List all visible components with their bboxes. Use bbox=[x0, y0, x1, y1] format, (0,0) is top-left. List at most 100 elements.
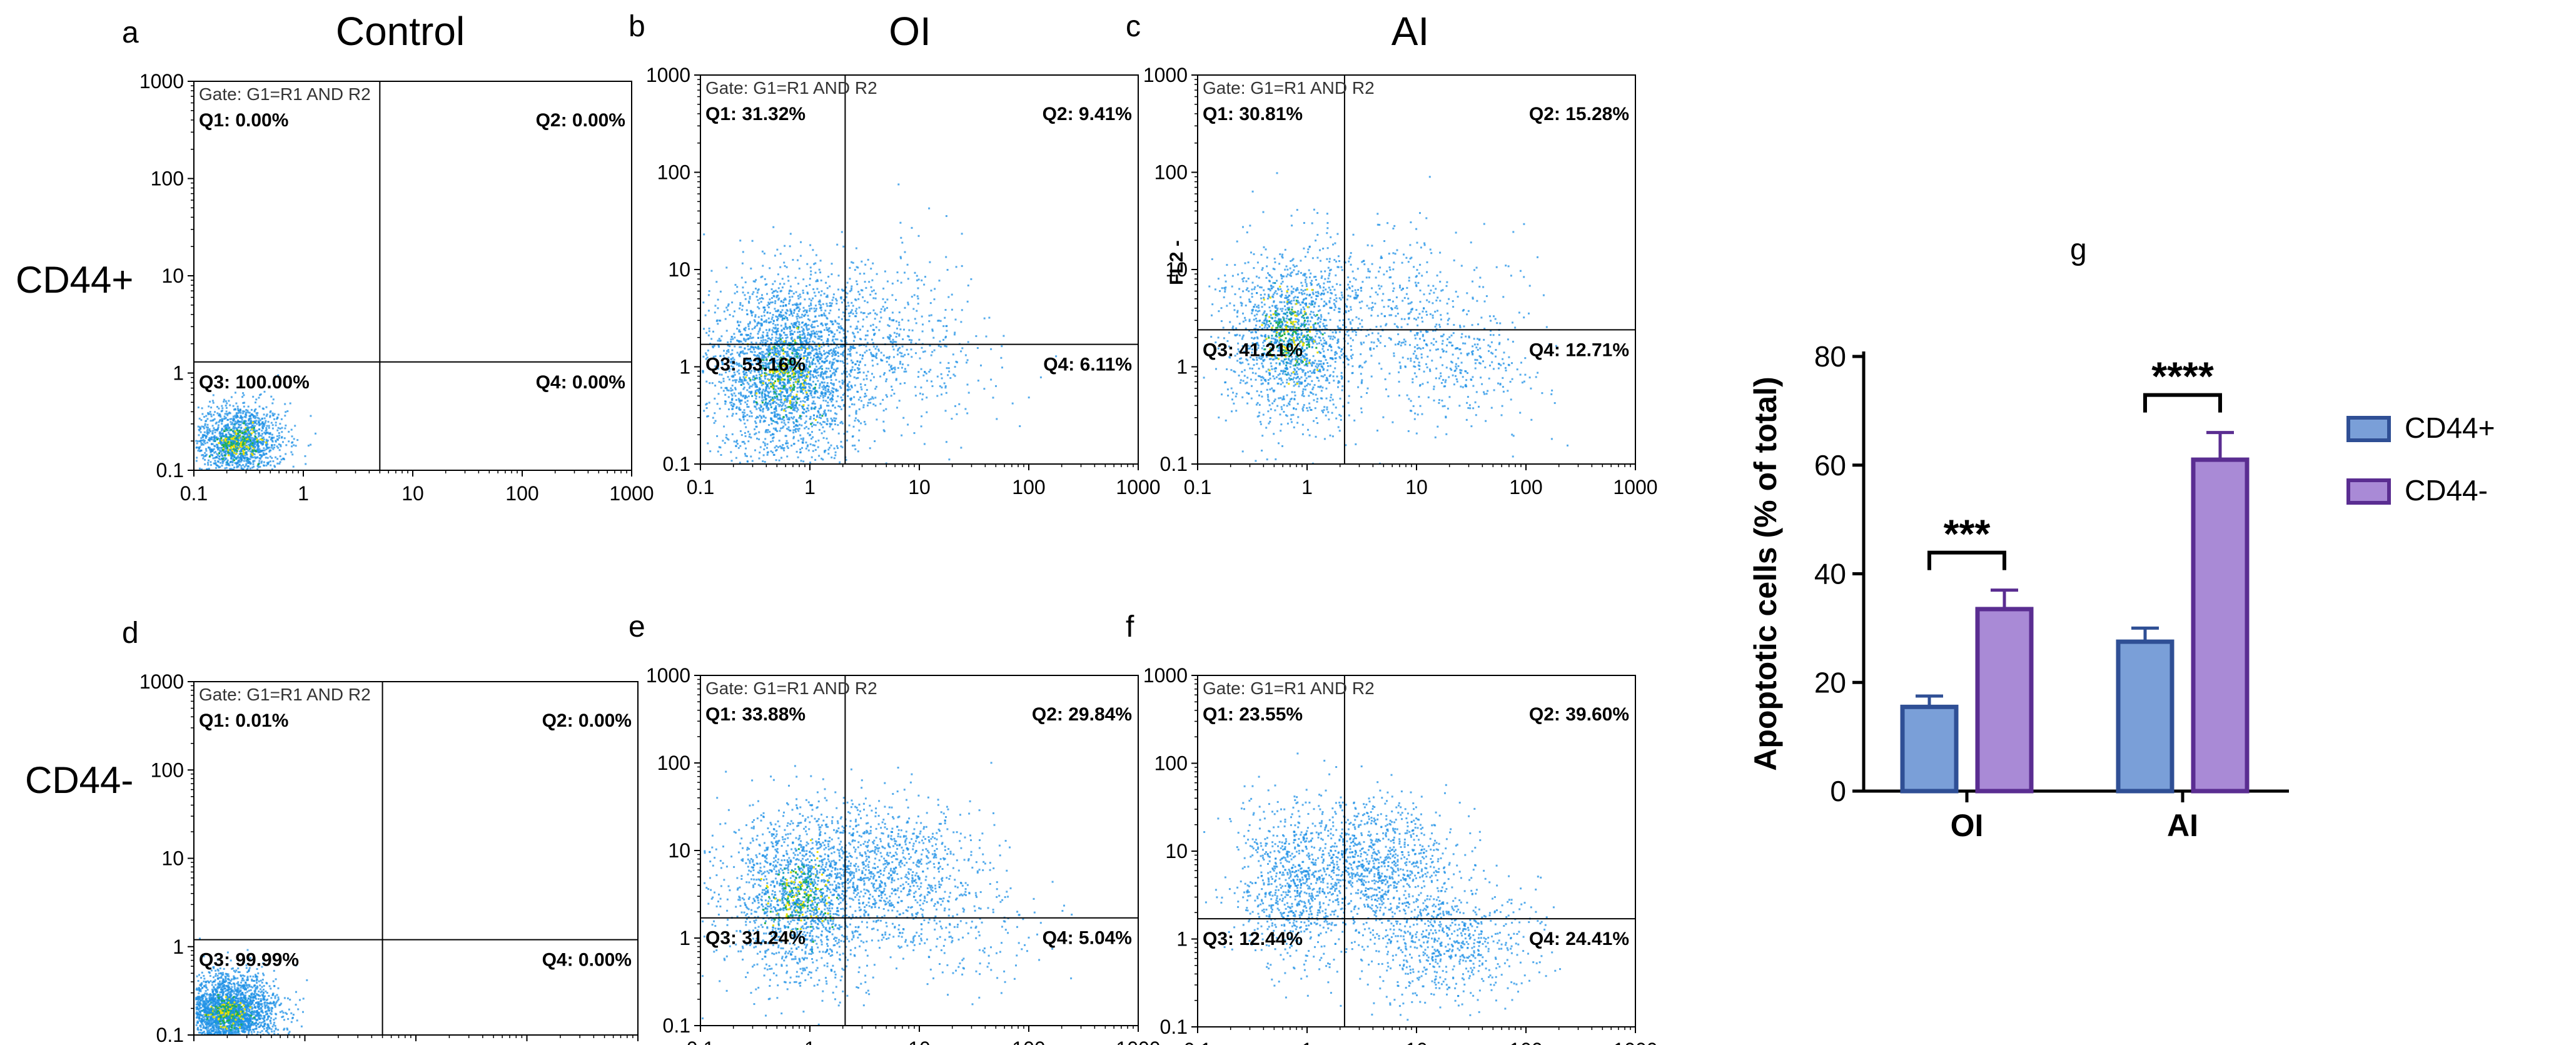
x-tick-label: 1 bbox=[804, 1037, 816, 1045]
x-tick-label: 0.1 bbox=[687, 1037, 714, 1045]
y-tick-label: 10 bbox=[1165, 840, 1188, 862]
panel-letter-f: f bbox=[1126, 610, 1134, 644]
quadrant-label-q2: Q2: 39.60% bbox=[1529, 704, 1629, 725]
bar-ai-cd44pos[interactable] bbox=[2116, 639, 2174, 794]
y-tick-label: 0.1 bbox=[1160, 453, 1188, 475]
quadrant-label-q1: Q1: 23.55% bbox=[1203, 704, 1303, 725]
col-title-oi: OI bbox=[889, 9, 931, 54]
plot-frame bbox=[1197, 675, 1636, 1027]
scatter-dots bbox=[702, 762, 1073, 1026]
quadrant-label-q2: Q2: 15.28% bbox=[1529, 104, 1629, 124]
quadrant-label-q3: Q3: 53.16% bbox=[705, 355, 806, 375]
y-tick-label: 1000 bbox=[139, 70, 184, 93]
bar-y-tick-label: 40 bbox=[1814, 558, 1846, 590]
y-tick-label: 1 bbox=[173, 362, 184, 385]
quadrant-label-q2: Q2: 29.84% bbox=[1032, 704, 1132, 725]
panel-letter-c: c bbox=[1126, 10, 1141, 43]
bar-ai-cd44neg[interactable] bbox=[2191, 457, 2250, 794]
x-tick-label: 0.1 bbox=[180, 482, 208, 505]
bar-category-label: OI bbox=[1951, 808, 1984, 843]
legend-swatch-cd44pos[interactable] bbox=[2346, 416, 2391, 442]
y-tick-label: 10 bbox=[161, 847, 184, 870]
quadrant-label-q3: Q3: 100.00% bbox=[199, 372, 310, 393]
quadrant-label-q2: Q2: 9.41% bbox=[1043, 104, 1132, 124]
y-tick-label: 10 bbox=[668, 839, 690, 862]
x-tick-label: 1 bbox=[804, 476, 816, 498]
gate-label: Gate: G1=R1 AND R2 bbox=[705, 679, 877, 698]
y-tick-label: 0.1 bbox=[156, 1024, 184, 1045]
row-label-cd44-positive: CD44+ bbox=[16, 259, 133, 301]
panel-letter-b: b bbox=[629, 10, 645, 43]
flow-panel-b: b Gate: G1=R1 AND R2 Q1: 31.32% Q2: 9.41% Q3… bbox=[629, 10, 1161, 498]
x-tick-label: 10 bbox=[908, 476, 931, 498]
x-tick-label: 1 bbox=[298, 482, 309, 505]
row-label-cd44-negative: CD44- bbox=[25, 759, 133, 801]
y-axis-label: FL2 - bbox=[1166, 240, 1187, 285]
scatter-dots bbox=[195, 937, 308, 1036]
x-tick-label: 100 bbox=[505, 482, 538, 505]
y-tick-label: 100 bbox=[151, 168, 184, 190]
quadrant-label-q1: Q1: 30.81% bbox=[1203, 104, 1303, 124]
x-tick-label: 1 bbox=[1301, 1039, 1313, 1045]
flow-panel-f: f Gate: G1=R1 AND R2 Q1: 23.55% Q2: 39.60% Q… bbox=[1126, 610, 1658, 1045]
scatter-dots bbox=[702, 183, 1058, 465]
y-tick-label: 10 bbox=[1165, 258, 1188, 281]
significance-bracket bbox=[2143, 393, 2222, 413]
y-tick-label: 10 bbox=[161, 265, 184, 287]
y-tick-label: 0.1 bbox=[663, 453, 690, 475]
bar-y-tick-label: 20 bbox=[1814, 666, 1846, 699]
plot-frame bbox=[193, 81, 632, 471]
legend-label: CD44+ bbox=[2405, 411, 2495, 444]
x-tick-label: 100 bbox=[1012, 476, 1045, 498]
quadrant-label-q2: Q2: 0.00% bbox=[542, 710, 632, 731]
quadrant-label-q2: Q2: 0.00% bbox=[536, 110, 625, 131]
col-title-ai: AI bbox=[1392, 9, 1429, 54]
y-tick-label: 0.1 bbox=[156, 459, 184, 482]
quadrant-label-q3: Q3: 41.21% bbox=[1203, 340, 1303, 360]
x-tick-label: 10 bbox=[908, 1037, 931, 1045]
y-tick-label: 1 bbox=[1176, 928, 1188, 951]
quadrant-label-q4: Q4: 0.00% bbox=[542, 950, 632, 971]
x-tick-label: 1000 bbox=[1613, 476, 1657, 498]
bar-y-tick-label: 60 bbox=[1814, 449, 1846, 482]
x-tick-label: 10 bbox=[402, 482, 424, 505]
flow-panel-a: a Gate: G1=R1 AND R2 Q1: 0.00% Q2: 0.00% Q3:… bbox=[122, 16, 654, 505]
quadrant-label-q1: Q1: 0.00% bbox=[199, 110, 288, 131]
bar-y-tick-label: 0 bbox=[1830, 775, 1846, 807]
x-tick-label: 1000 bbox=[1116, 1037, 1160, 1045]
significance-bracket bbox=[1927, 550, 2006, 570]
quadrant-label-q4: Q4: 5.04% bbox=[1043, 928, 1132, 949]
gate-label: Gate: G1=R1 AND R2 bbox=[705, 78, 877, 98]
x-tick-label: 100 bbox=[1509, 476, 1542, 498]
legend-swatch-cd44neg[interactable] bbox=[2346, 478, 2391, 505]
y-tick-label: 1000 bbox=[139, 670, 184, 693]
quadrant-label-q3: Q3: 12.44% bbox=[1203, 929, 1303, 949]
bar-oi-cd44pos[interactable] bbox=[1900, 704, 1959, 794]
significance-label: **** bbox=[2151, 354, 2214, 399]
y-tick-label: 100 bbox=[657, 161, 690, 184]
y-tick-label: 100 bbox=[1154, 752, 1188, 775]
plot-frame bbox=[193, 681, 639, 1036]
panel-letter-g: g bbox=[2070, 233, 2087, 266]
quadrant-label-q1: Q1: 31.32% bbox=[705, 104, 806, 124]
bar-category-label: AI bbox=[2167, 808, 2198, 843]
x-tick-label: 10 bbox=[1405, 1039, 1428, 1045]
gate-label: Gate: G1=R1 AND R2 bbox=[199, 84, 371, 104]
y-tick-label: 0.1 bbox=[663, 1014, 690, 1037]
quadrant-label-q4: Q4: 24.41% bbox=[1529, 929, 1629, 949]
y-tick-label: 1000 bbox=[646, 664, 690, 687]
y-tick-label: 100 bbox=[1154, 161, 1188, 184]
x-tick-label: 0.1 bbox=[1184, 1039, 1211, 1045]
quadrant-label-q4: Q4: 0.00% bbox=[536, 372, 625, 393]
quadrant-label-q1: Q1: 0.01% bbox=[199, 710, 288, 731]
gate-label: Gate: G1=R1 AND R2 bbox=[1203, 679, 1375, 698]
bar-y-tick-label: 80 bbox=[1814, 340, 1846, 373]
panel-letter-a: a bbox=[122, 16, 139, 49]
y-tick-label: 1000 bbox=[646, 64, 690, 86]
x-tick-label: 0.1 bbox=[1184, 476, 1211, 498]
quadrant-label-q3: Q3: 31.24% bbox=[705, 928, 806, 949]
bar-oi-cd44neg[interactable] bbox=[1975, 607, 2034, 794]
y-tick-label: 1 bbox=[679, 356, 690, 378]
x-tick-label: 100 bbox=[1509, 1039, 1542, 1045]
x-tick-label: 1000 bbox=[1116, 476, 1160, 498]
